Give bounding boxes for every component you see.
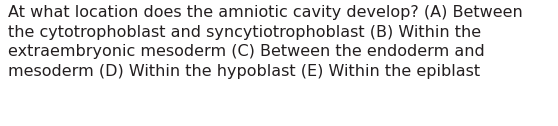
Text: At what location does the amniotic cavity develop? (A) Between
the cytotrophobla: At what location does the amniotic cavit… (8, 5, 523, 79)
